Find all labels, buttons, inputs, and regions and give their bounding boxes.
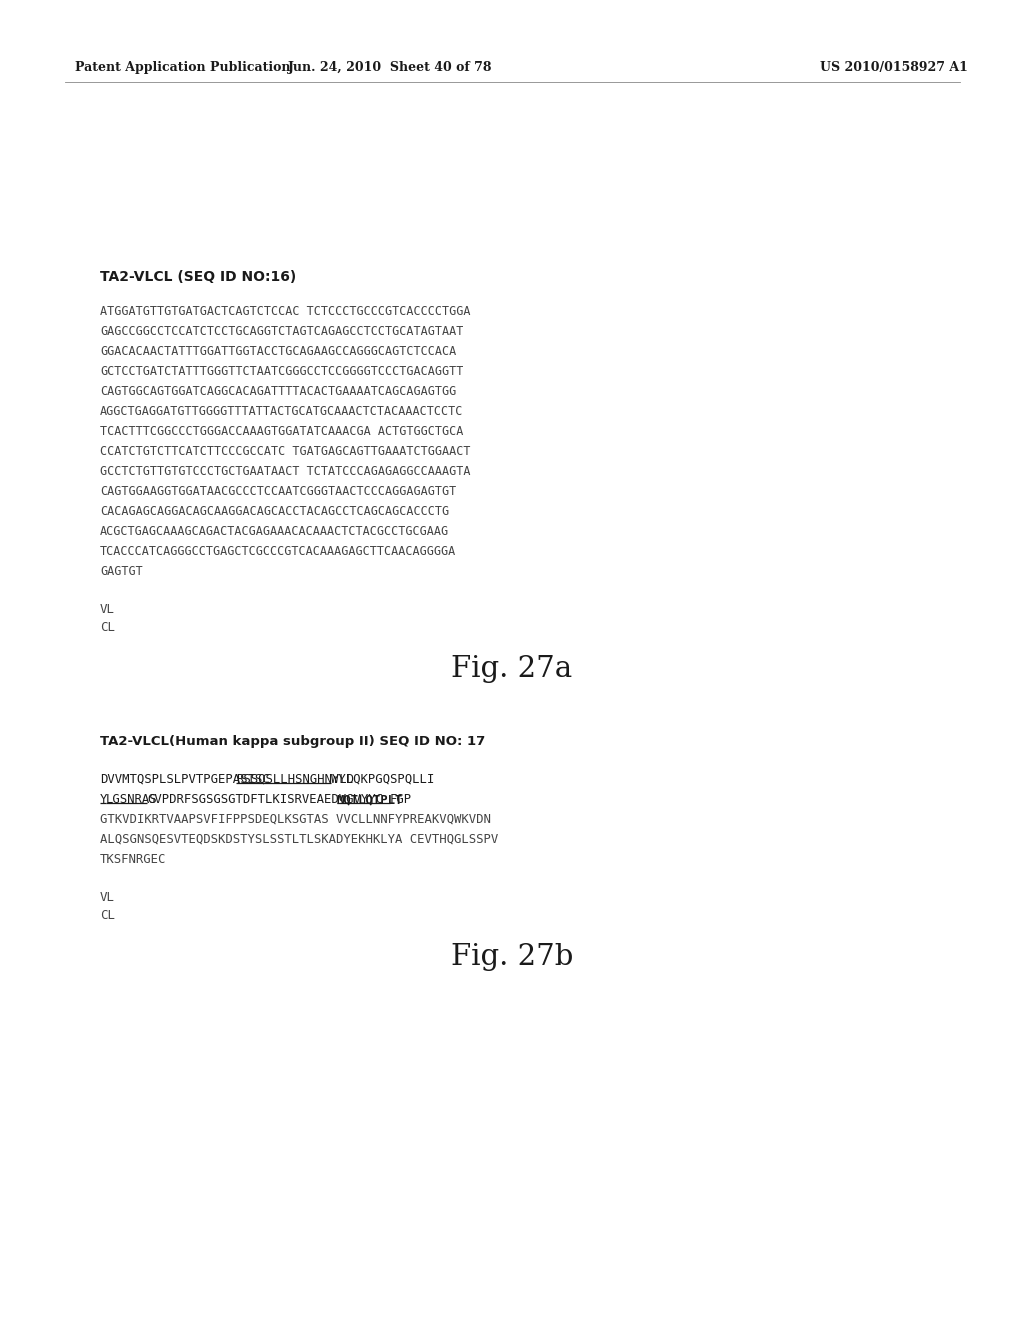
- Text: GCCTCTGTTGTGTCCCTGCTGAATAACT TCTATCCCAGAGAGGCCAAAGTA: GCCTCTGTTGTGTCCCTGCTGAATAACT TCTATCCCAGA…: [100, 465, 470, 478]
- Text: VL: VL: [100, 891, 115, 904]
- Text: Patent Application Publication: Patent Application Publication: [75, 62, 291, 74]
- Text: GCTCCTGATCTATTTGGGTTCTAATCGGGCCTCCGGGGTCCCTGACAGGTT: GCTCCTGATCTATTTGGGTTCTAATCGGGCCTCCGGGGTC…: [100, 366, 464, 378]
- Text: Fig. 27a: Fig. 27a: [452, 655, 572, 682]
- Text: VL: VL: [100, 603, 115, 616]
- Text: TKSFNRGEC: TKSFNRGEC: [100, 853, 166, 866]
- Text: US 2010/0158927 A1: US 2010/0158927 A1: [820, 62, 968, 74]
- Text: LGSNRAS: LGSNRAS: [105, 793, 158, 807]
- Text: Y: Y: [100, 793, 108, 807]
- Text: RSSQSLLHSNGHNYLD: RSSQSLLHSNGHNYLD: [237, 774, 354, 785]
- Text: ATGGATGTTGTGATGACTCAGTCTCCAC TCTCCCTGCCCGTCACCCCTGGA: ATGGATGTTGTGATGACTCAGTCTCCAC TCTCCCTGCCC…: [100, 305, 470, 318]
- Text: CCATCTGTCTTCATCTTCCCGCCATC TGATGAGCAGTTGAAATCTGGAACT: CCATCTGTCTTCATCTTCCCGCCATC TGATGAGCAGTTG…: [100, 445, 470, 458]
- Text: CL: CL: [100, 620, 115, 634]
- Text: Fig. 27b: Fig. 27b: [451, 942, 573, 972]
- Text: GGACACAACTATTTGGATTGGTACCTGCAGAAGCCAGGGCAGTCTCCACA: GGACACAACTATTTGGATTGGTACCTGCAGAAGCCAGGGC…: [100, 345, 457, 358]
- Text: GTKVDIKRTVAAPSVFIFPPSDEQLKSGTAS VVCLLNNFYPREAKVQWKVDN: GTKVDIKRTVAAPSVFIFPPSDEQLKSGTAS VVCLLNNF…: [100, 813, 490, 826]
- Text: CACAGAGCAGGACAGCAAGGACAGCACCTACAGCCTCAGCAGCACCCTG: CACAGAGCAGGACAGCAAGGACAGCACCTACAGCCTCAGC…: [100, 506, 450, 517]
- Text: AGGCTGAGGATGTTGGGGTTTATTACTGCATGCAAACTCTACAAACTCCTC: AGGCTGAGGATGTTGGGGTTTATTACTGCATGCAAACTCT…: [100, 405, 464, 418]
- Text: ACGCTGAGCAAAGCAGACTACGAGAAACACAAACTCTACGCCTGCGAAG: ACGCTGAGCAAAGCAGACTACGAGAAACACAAACTCTACG…: [100, 525, 450, 539]
- Text: DVVMTQSPLSLPVTPGEPASISC: DVVMTQSPLSLPVTPGEPASISC: [100, 774, 269, 785]
- Text: CAGTGGCAGTGGATCAGGCACAGATTTTACACTGAAAATCAGCAGAGTGG: CAGTGGCAGTGGATCAGGCACAGATTTTACACTGAAAATC…: [100, 385, 457, 399]
- Text: GVPDRFSGSGSGTDFTLKISRVEAEDVGVYYC: GVPDRFSGSGSGTDFTLKISRVEAEDVGVYYC: [147, 793, 383, 807]
- Text: TA2-VLCL(Human kappa subgroup II) SEQ ID NO: 17: TA2-VLCL(Human kappa subgroup II) SEQ ID…: [100, 735, 485, 748]
- Text: MQTLQTPLT: MQTLQTPLT: [337, 793, 403, 807]
- Text: FGP: FGP: [390, 793, 413, 807]
- Text: CL: CL: [100, 909, 115, 921]
- Text: TCACTTTCGGCCCTGGGACCAAAGTGGATATCAAACGA ACTGTGGCTGCA: TCACTTTCGGCCCTGGGACCAAAGTGGATATCAAACGA A…: [100, 425, 464, 438]
- Text: GAGTGT: GAGTGT: [100, 565, 142, 578]
- Text: Jun. 24, 2010  Sheet 40 of 78: Jun. 24, 2010 Sheet 40 of 78: [288, 62, 493, 74]
- Text: TA2-VLCL (SEQ ID NO:16): TA2-VLCL (SEQ ID NO:16): [100, 271, 296, 284]
- Text: ALQSGNSQESVTEQDSKDSTYSLSSTLTLSKADYEKHKLYA CEVTHQGLSSPV: ALQSGNSQESVTEQDSKDSTYSLSSTLTLSKADYEKHKLY…: [100, 833, 499, 846]
- Text: GAGCCGGCCTCCATCTCCTGCAGGTCTAGTCAGAGCCTCCTGCATAGTAAT: GAGCCGGCCTCCATCTCCTGCAGGTCTAGTCAGAGCCTCC…: [100, 325, 464, 338]
- Text: CAGTGGAAGGTGGATAACGCCCTCCAATCGGGTAACTCCCAGGAGAGTGT: CAGTGGAAGGTGGATAACGCCCTCCAATCGGGTAACTCCC…: [100, 484, 457, 498]
- Text: TCACCCATCAGGGCCTGAGCTCGCCCGTCACAAAGAGCTTCAACAGGGGA: TCACCCATCAGGGCCTGAGCTCGCCCGTCACAAAGAGCTT…: [100, 545, 457, 558]
- Text: WYLQKPGQSPQLLI: WYLQKPGQSPQLLI: [331, 774, 434, 785]
